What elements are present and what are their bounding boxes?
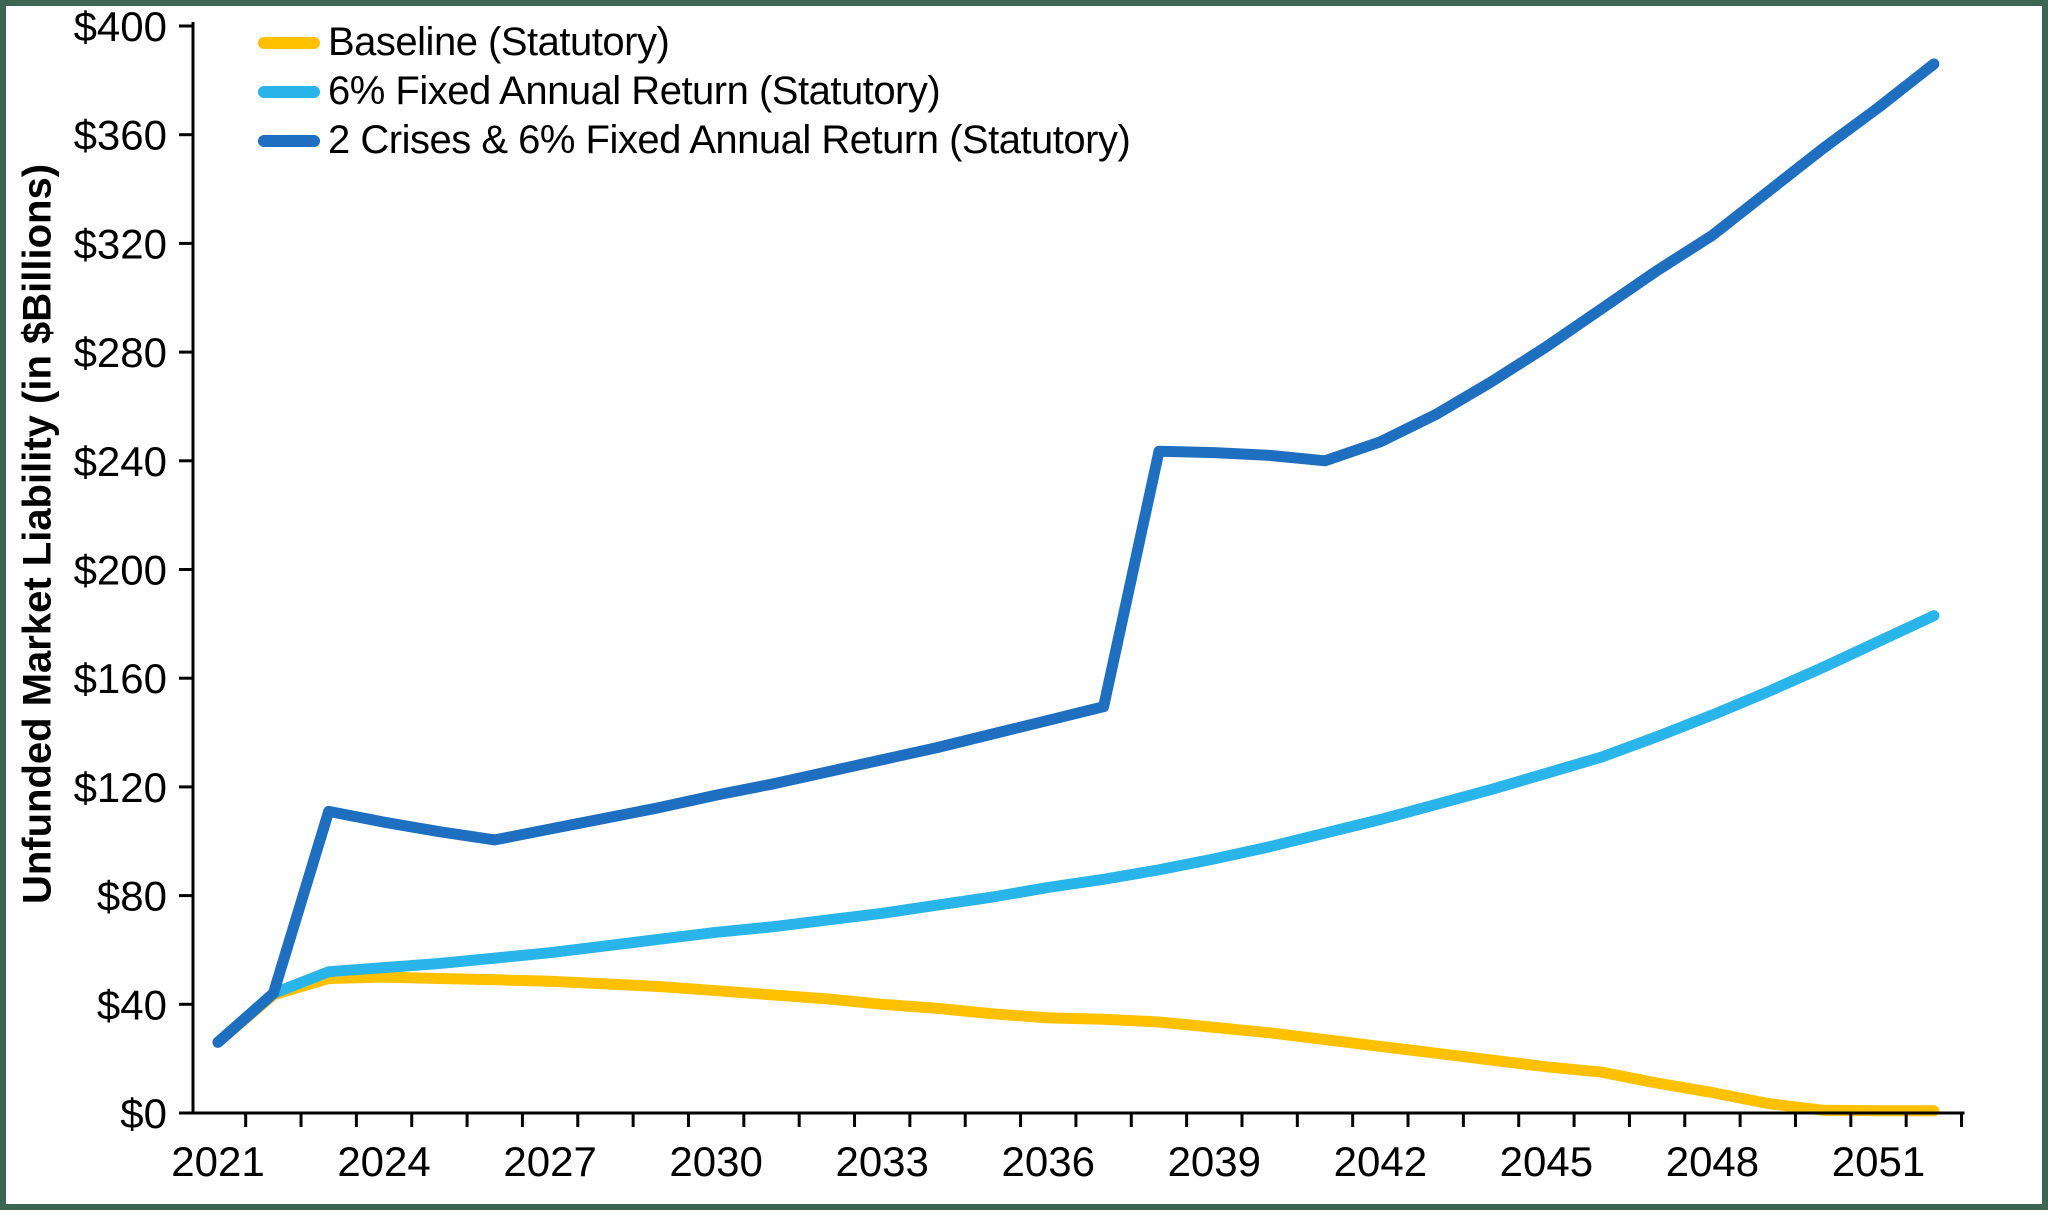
legend-swatch-6pct-fixed-return [258,85,320,98]
legend-swatch-baseline [258,36,320,49]
legend-label-baseline: Baseline (Statutory) [328,20,670,64]
y-tick-label: $400 [74,6,167,50]
y-tick-label: $360 [74,112,167,159]
y-tick-label: $80 [97,873,167,920]
x-tick-label: 2033 [835,1138,928,1185]
y-tick-label: $120 [74,764,167,811]
x-tick-label: 2048 [1666,1138,1759,1185]
x-tick-label: 2030 [669,1138,762,1185]
x-tick-label: 2042 [1334,1138,1427,1185]
series-line-1 [212,610,1940,1048]
legend-item-2-crises: 2 Crises & 6% Fixed Annual Return (Statu… [258,116,1131,165]
legend-swatch-2-crises [258,134,320,147]
legend-label-6pct-fixed-return: 6% Fixed Annual Return (Statutory) [328,69,941,113]
series-line-2 [212,58,1940,1048]
x-tick-label: 2027 [503,1138,596,1185]
series-line-0 [212,971,1940,1117]
y-tick-label: $280 [74,329,167,376]
legend: Baseline (Statutory) 6% Fixed Annual Ret… [258,18,1131,165]
x-tick-label: 2024 [337,1138,430,1185]
x-tick-label: 2045 [1500,1138,1593,1185]
x-tick-label: 2021 [171,1138,264,1185]
y-tick-label: $40 [97,981,167,1028]
y-tick-label: $200 [74,547,167,594]
legend-item-baseline: Baseline (Statutory) [258,18,1130,67]
y-tick-label: $320 [74,220,167,267]
x-tick-label: 2039 [1168,1138,1261,1185]
legend-item-6pct-fixed-return: 6% Fixed Annual Return (Statutory) [258,67,1130,116]
x-tick-label: 2036 [1002,1138,1095,1185]
y-tick-label: $160 [74,655,167,702]
y-tick-label: $0 [120,1090,167,1137]
chart-plot-area: $0 $40 $80 $120 $160 $200 $240 $280 $320 $360 $400… [74,6,1965,1185]
y-axis-title: Unfunded Market Liability (in $Billions) [15,163,60,905]
legend-label-2-crises: 2 Crises & 6% Fixed Annual Return (Statu… [328,118,1131,162]
y-tick-label: $240 [74,438,167,485]
x-tick-label: 2051 [1832,1138,1925,1185]
